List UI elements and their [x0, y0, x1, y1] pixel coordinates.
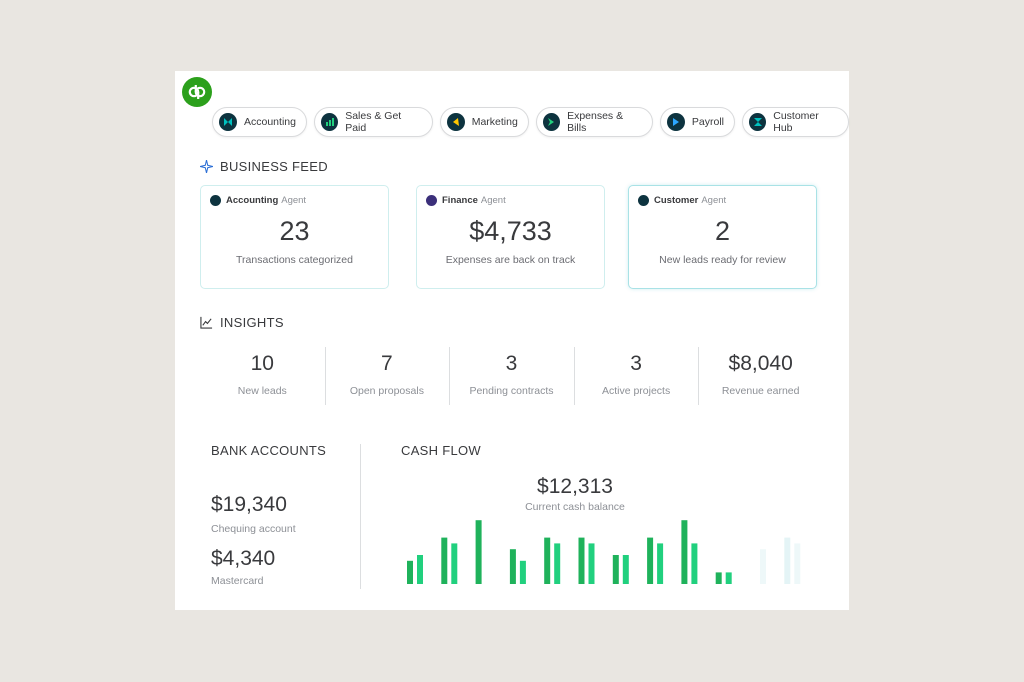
accounting-agent-icon: [210, 195, 221, 206]
cash-in-bar[interactable]: [681, 520, 688, 584]
sales-icon: [320, 113, 339, 131]
finance-agent-card[interactable]: Finance Agent $4,733 Expenses are back o…: [416, 185, 605, 289]
insights-row: 10 New leads 7 Open proposals 3 Pending …: [200, 347, 823, 405]
nav-marketing-label: Marketing: [471, 116, 518, 128]
cash-out-bar[interactable]: [554, 543, 561, 584]
nav-expenses-bills[interactable]: Expenses & Bills: [535, 107, 653, 137]
cash-in-bar[interactable]: [578, 537, 585, 584]
cash-out-bar[interactable]: [657, 543, 664, 584]
expenses-icon: [542, 113, 561, 131]
agent-suffix: Agent: [281, 195, 307, 206]
insight-label: Open proposals: [349, 385, 424, 397]
cash-out-bar[interactable]: [691, 543, 698, 584]
agent-name: Finance: [442, 195, 478, 206]
insight-new-leads[interactable]: 10 New leads: [200, 347, 325, 405]
cash-flow-chart[interactable]: [403, 511, 803, 587]
cash-in-bar[interactable]: [544, 537, 551, 584]
card-label: Expenses are back on track: [445, 254, 576, 266]
bank-accounts-title: BANK ACCOUNTS: [211, 443, 327, 458]
quickbooks-logo-icon: [188, 85, 206, 99]
nav-marketing[interactable]: Marketing: [439, 107, 529, 137]
cash-out-bar[interactable]: [622, 555, 629, 584]
insight-value: 7: [381, 352, 393, 375]
app-nav: Accounting Sales & Get Paid Marketing Ex…: [212, 107, 849, 137]
accounting-agent-card[interactable]: Accounting Agent 23 Transactions categor…: [200, 185, 389, 289]
agent-suffix: Agent: [480, 195, 506, 206]
customer-hub-icon: [749, 113, 767, 131]
nav-customer-hub[interactable]: Customer Hub: [742, 107, 849, 137]
business-feed-title: BUSINESS FEED: [220, 159, 328, 174]
card-label: Transactions categorized: [236, 254, 353, 266]
insight-label: Pending contracts: [469, 385, 554, 397]
cash-balance-label: Current cash balance: [525, 501, 625, 513]
cash-in-bar[interactable]: [647, 537, 654, 584]
nav-payroll[interactable]: Payroll: [659, 107, 736, 137]
insight-value: 10: [250, 352, 274, 375]
chequing-amount[interactable]: $19,340: [211, 493, 287, 516]
nav-accounting-label: Accounting: [244, 116, 296, 128]
insight-open-proposals[interactable]: 7 Open proposals: [324, 347, 450, 405]
cash-in-bar[interactable]: [407, 560, 413, 584]
agent-suffix: Agent: [701, 195, 727, 206]
customer-agent-card[interactable]: Customer Agent 2 New leads ready for rev…: [628, 185, 817, 289]
insight-revenue-earned[interactable]: $8,040 Revenue earned: [698, 347, 823, 405]
agent-name: Accounting: [226, 195, 279, 206]
insight-active-projects[interactable]: 3 Active projects: [573, 347, 699, 405]
card-label: New leads ready for review: [659, 254, 786, 266]
quickbooks-logo[interactable]: [182, 77, 212, 107]
cash-in-bar[interactable]: [509, 549, 516, 584]
forecast-cash-out-bar[interactable]: [760, 549, 766, 584]
cash-in-bar[interactable]: [475, 520, 482, 584]
insight-value: $8,040: [728, 352, 793, 375]
insights-title: INSIGHTS: [220, 315, 284, 330]
dashboard-panel: Accounting Sales & Get Paid Marketing Ex…: [175, 71, 849, 610]
forecast-cash-in-bar[interactable]: [784, 537, 791, 584]
mastercard-label: Mastercard: [211, 575, 264, 587]
insights-heading: INSIGHTS: [200, 315, 284, 330]
cash-out-bar[interactable]: [417, 555, 423, 584]
cash-balance-amount: $12,313: [537, 475, 613, 498]
card-value: $4,733: [469, 216, 552, 246]
cash-flow-title: CASH FLOW: [401, 443, 481, 458]
forecast-cash-out-bar[interactable]: [794, 543, 801, 584]
card-header: Accounting Agent: [210, 195, 306, 206]
nav-sales-label: Sales & Get Paid: [345, 110, 402, 134]
insight-label: Active projects: [601, 385, 671, 397]
card-value: 23: [279, 216, 310, 246]
cash-out-bar[interactable]: [451, 543, 458, 584]
insight-label: New leads: [237, 385, 287, 397]
nav-sales-get-paid[interactable]: Sales & Get Paid: [313, 107, 433, 137]
card-header: Finance Agent: [426, 195, 506, 206]
chequing-label: Chequing account: [211, 523, 296, 535]
marketing-icon: [446, 113, 465, 131]
business-feed-heading: BUSINESS FEED: [200, 159, 328, 174]
mastercard-amount[interactable]: $4,340: [211, 547, 276, 570]
sparkle-icon: [200, 160, 213, 173]
line-chart-icon: [200, 316, 213, 329]
insight-value: 3: [630, 352, 642, 375]
accounting-icon: [219, 113, 237, 131]
cash-in-bar[interactable]: [441, 537, 448, 584]
section-divider: [360, 444, 361, 589]
nav-accounting[interactable]: Accounting: [212, 107, 307, 137]
payroll-icon: [666, 113, 685, 131]
agent-name: Customer: [654, 195, 699, 206]
cash-out-bar[interactable]: [588, 543, 595, 584]
nav-expenses-label: Expenses & Bills: [567, 110, 624, 134]
cash-out-bar[interactable]: [725, 572, 732, 584]
nav-customer-hub-label: Customer Hub: [773, 110, 819, 134]
insight-pending-contracts[interactable]: 3 Pending contracts: [449, 347, 574, 405]
cash-in-bar[interactable]: [715, 572, 722, 584]
cash-in-bar[interactable]: [612, 555, 619, 584]
customer-agent-icon: [638, 195, 649, 206]
insight-label: Revenue earned: [721, 385, 800, 397]
card-header: Customer Agent: [638, 195, 726, 206]
cash-out-bar[interactable]: [519, 560, 526, 584]
finance-agent-icon: [426, 195, 437, 206]
insight-value: 3: [505, 352, 518, 375]
nav-payroll-label: Payroll: [691, 116, 725, 128]
card-value: 2: [714, 216, 731, 246]
